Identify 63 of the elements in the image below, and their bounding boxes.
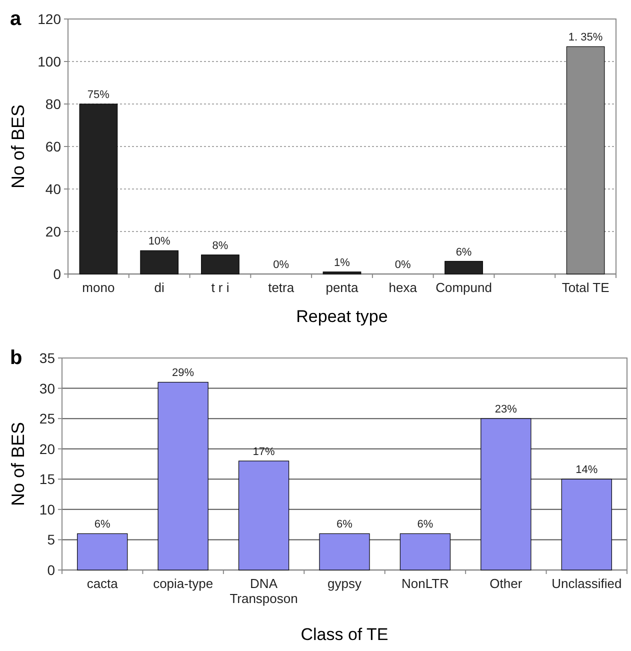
- x-tick-label: Compund: [436, 280, 492, 295]
- y-tick-label: 120: [38, 11, 62, 27]
- bar: [561, 478, 612, 570]
- y-tick-label: 60: [45, 138, 62, 154]
- annotation: 29%: [172, 367, 194, 380]
- x-tick-label: t r i: [211, 280, 230, 295]
- bar: [400, 533, 451, 570]
- x-tick-label: mono: [82, 280, 115, 295]
- y-tick-label: 20: [45, 224, 62, 240]
- x-tick-label: tetra: [268, 280, 295, 295]
- bar: [322, 272, 362, 274]
- annotation: 1%: [334, 256, 350, 269]
- bar: [158, 382, 208, 570]
- annotation: 0%: [273, 259, 290, 271]
- y-tick-label: 100: [38, 54, 62, 70]
- annotation: 75%: [87, 89, 110, 101]
- x-tick-label: Other: [490, 576, 523, 591]
- annotation: 6%: [94, 518, 111, 531]
- x-tick-label: Total TE: [562, 280, 610, 295]
- bar: [201, 254, 240, 274]
- bar: [79, 104, 118, 274]
- x-axis-title: Repeat type: [296, 307, 388, 326]
- annotation: 17%: [252, 446, 276, 458]
- bar: [238, 460, 290, 570]
- y-axis-title: No of BES: [8, 422, 28, 506]
- y-tick-label: 5: [47, 532, 56, 548]
- bar: [480, 418, 532, 570]
- y-tick-label: 80: [45, 96, 62, 112]
- y-tick-label: 25: [39, 410, 56, 427]
- y-tick-label: 35: [39, 350, 56, 366]
- x-tick-label: gypsy: [328, 576, 362, 591]
- annotation: 6%: [456, 246, 472, 258]
- bar: [319, 533, 370, 570]
- x-tick-label: NonLTR: [401, 576, 449, 591]
- annotation: 0%: [394, 259, 412, 271]
- annotation: 10%: [148, 236, 171, 248]
- y-tick-label: 15: [39, 471, 56, 488]
- x-tick-label: hexa: [388, 280, 418, 295]
- bar: [444, 260, 483, 274]
- y-tick-label: 40: [45, 181, 62, 197]
- chart-title: a: [10, 8, 22, 30]
- y-tick-label: 0: [53, 266, 62, 282]
- y-tick-label: 0: [47, 562, 56, 578]
- bar: [77, 533, 128, 570]
- annotation: 1. 35%: [568, 32, 603, 44]
- annotation: 8%: [212, 240, 228, 252]
- x-tick-label: Unclassified: [552, 576, 622, 591]
- annotation: 23%: [494, 404, 518, 416]
- x-axis-title: Class of TE: [300, 625, 388, 644]
- y-tick-label: 10: [39, 501, 56, 518]
- annotation: 14%: [576, 464, 598, 476]
- annotation: 6%: [417, 518, 434, 531]
- x-tick-label: di: [154, 280, 164, 295]
- y-tick-label: 30: [39, 380, 56, 396]
- y-axis-title: No of BES: [8, 104, 28, 189]
- y-tick-label: 20: [39, 440, 56, 457]
- chart-title: b: [10, 347, 22, 369]
- annotation: 6%: [336, 518, 353, 531]
- x-tick-label: penta: [326, 280, 360, 295]
- x-tick-label: DNA Transposon: [230, 576, 298, 606]
- x-tick-label: copia-type: [153, 576, 214, 591]
- bar: [140, 250, 179, 274]
- x-tick-label: cacta: [86, 576, 119, 591]
